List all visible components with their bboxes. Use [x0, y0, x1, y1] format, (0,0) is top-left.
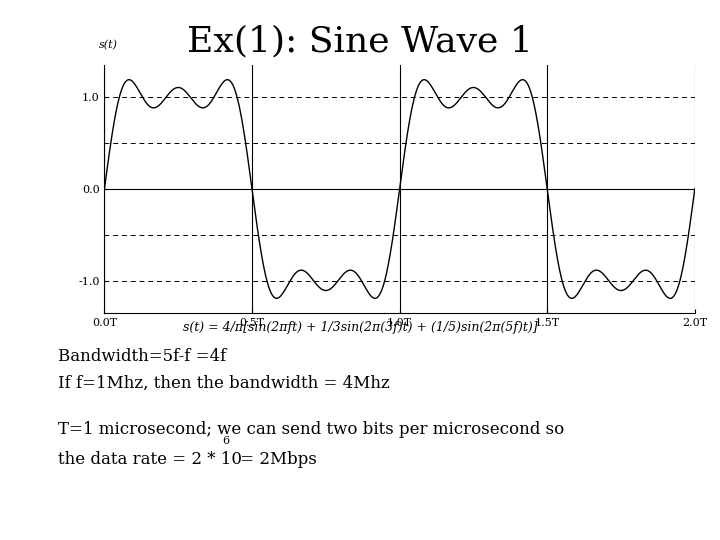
Text: Bandwidth=5f-f =4f: Bandwidth=5f-f =4f — [58, 348, 226, 365]
Text: s(t): s(t) — [99, 39, 117, 50]
Text: the data rate = 2 * 10: the data rate = 2 * 10 — [58, 451, 242, 468]
Text: T=1 microsecond; we can send two bits per microsecond so: T=1 microsecond; we can send two bits pe… — [58, 421, 564, 438]
Text: 6: 6 — [222, 436, 230, 446]
Text: If f=1Mhz, then the bandwidth = 4Mhz: If f=1Mhz, then the bandwidth = 4Mhz — [58, 375, 390, 392]
Text: = 2Mbps: = 2Mbps — [235, 451, 318, 468]
Text: Ex(1): Sine Wave 1: Ex(1): Sine Wave 1 — [187, 24, 533, 58]
Text: s(t) = 4/π[sin(2πft) + 1/3sin(2π(3f)t) + (1/5)sin(2π(5f)t)]: s(t) = 4/π[sin(2πft) + 1/3sin(2π(3f)t) +… — [183, 321, 537, 334]
